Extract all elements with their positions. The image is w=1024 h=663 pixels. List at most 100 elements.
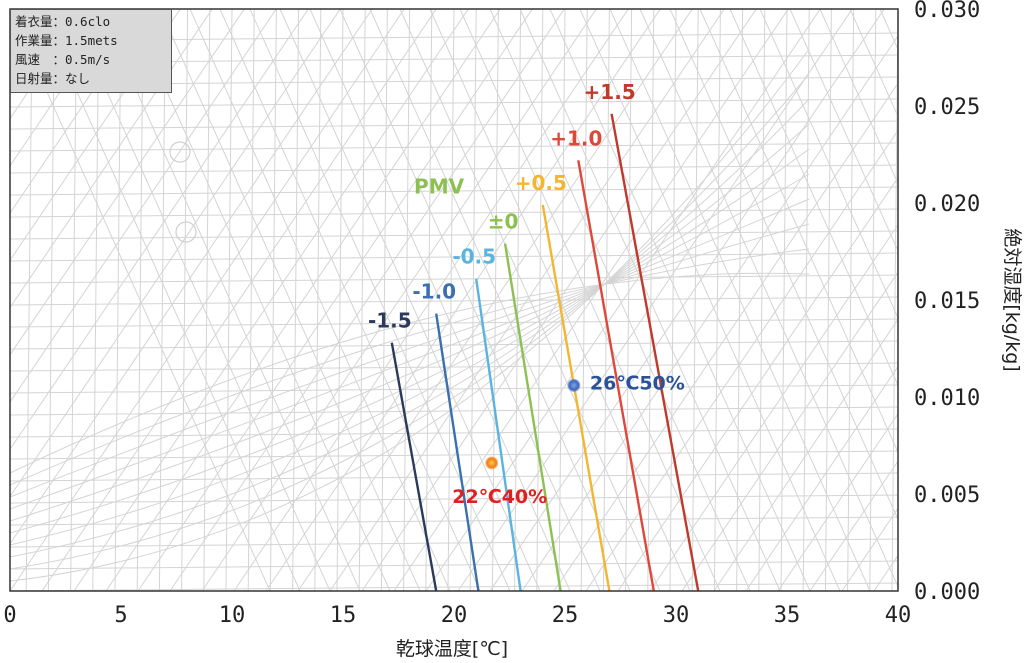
bg-enthalpy-line bbox=[99, 9, 361, 591]
x-tick-label: 25 bbox=[552, 603, 579, 628]
bg-humidity-line bbox=[10, 296, 898, 306]
bg-vertical-line bbox=[469, 9, 477, 591]
bg-enthalpy-line bbox=[729, 9, 898, 387]
y-tick-label: 0.030 bbox=[914, 0, 980, 23]
bg-vertical-line bbox=[691, 9, 699, 591]
bg-rh-curve bbox=[10, 272, 810, 474]
bg-wetbulb-line bbox=[713, 318, 898, 591]
bg-enthalpy-line bbox=[39, 9, 301, 591]
bg-rh-curve bbox=[10, 173, 810, 522]
y-tick-label: 0.005 bbox=[914, 483, 980, 508]
bg-humidity-line bbox=[10, 340, 898, 350]
marker-point bbox=[567, 378, 581, 392]
y-tick-label: 0.020 bbox=[914, 192, 980, 217]
bg-vertical-line bbox=[358, 9, 366, 591]
y-tick-label: 0.010 bbox=[914, 386, 980, 411]
bg-enthalpy-line bbox=[489, 9, 751, 591]
y-tick-labels: 0.000 0.005 0.010 0.015 0.020 0.025 0.030 bbox=[914, 0, 980, 605]
bg-humidity-line bbox=[10, 560, 898, 570]
bg-vertical-line bbox=[336, 9, 344, 591]
bg-vertical-line bbox=[625, 9, 633, 591]
x-tick-label: 10 bbox=[219, 603, 246, 628]
bg-enthalpy-line bbox=[279, 9, 541, 591]
bg-enthalpy-line bbox=[159, 9, 421, 591]
bg-wetbulb-line bbox=[425, 9, 821, 591]
bg-enthalpy-line bbox=[369, 9, 631, 591]
bg-humidity-line bbox=[10, 472, 898, 482]
bg-humidity-line bbox=[10, 98, 898, 108]
bg-enthalpy-line bbox=[249, 9, 511, 591]
y-axis-title: 絶対湿度[kg/kg] bbox=[1001, 228, 1023, 371]
pmv-line-label: +0.5 bbox=[515, 171, 567, 195]
x-tick-label: 20 bbox=[441, 603, 468, 628]
bg-vertical-line bbox=[447, 9, 455, 591]
bg-wetbulb-line bbox=[809, 460, 898, 591]
bg-vertical-line bbox=[314, 9, 322, 591]
bg-humidity-line bbox=[10, 384, 898, 394]
bg-wetbulb-line bbox=[617, 176, 898, 591]
bg-vertical-line bbox=[380, 9, 388, 591]
bg-vertical-line bbox=[891, 9, 898, 591]
bg-vertical-line bbox=[669, 9, 677, 591]
bg-rh-curve bbox=[10, 248, 810, 486]
bg-vertical-line bbox=[802, 9, 810, 591]
x-axis-title: 乾球温度[℃] bbox=[396, 638, 508, 660]
bg-enthalpy-line bbox=[669, 9, 898, 521]
plot-frame bbox=[9, 8, 899, 592]
pmv-line-+1.0 bbox=[577, 160, 655, 591]
marker-point bbox=[485, 456, 499, 470]
bg-vertical-line bbox=[425, 9, 433, 591]
bg-wetbulb-line bbox=[329, 9, 725, 591]
air-speed-text: 風速 ：0.5m/s bbox=[15, 52, 111, 67]
pmv-line-label: -1.0 bbox=[412, 280, 456, 304]
x-tick-label: 30 bbox=[663, 603, 690, 628]
bg-enthalpy-line bbox=[399, 9, 661, 591]
bg-vertical-line bbox=[269, 9, 277, 591]
bg-enthalpy-line bbox=[69, 9, 331, 591]
pmv-line-label: -1.5 bbox=[368, 309, 412, 333]
bg-enthalpy-line bbox=[639, 9, 898, 588]
bg-vertical-line bbox=[847, 9, 855, 591]
bg-enthalpy-line bbox=[789, 9, 898, 252]
bg-enthalpy-line bbox=[339, 9, 601, 591]
bg-vertical-line bbox=[181, 9, 189, 591]
bg-wetbulb-line bbox=[553, 82, 898, 591]
bg-protractor-mark bbox=[169, 141, 191, 163]
series-labels: -1.5-1.0 -0.5 ±0 +0.5 +1.0 +1.5 PMV bbox=[368, 80, 636, 333]
bg-wetbulb-line bbox=[10, 9, 277, 403]
bg-wetbulb-line bbox=[233, 9, 629, 591]
x-tick-label: 0 bbox=[3, 603, 16, 628]
pmv-title: PMV bbox=[414, 175, 465, 199]
bg-wetbulb-line bbox=[10, 9, 341, 498]
pmv-line-label: +1.5 bbox=[584, 80, 636, 104]
x-tick-label: 35 bbox=[774, 603, 801, 628]
pmv-line-label: ±0 bbox=[488, 210, 519, 234]
bg-rh-curve bbox=[10, 73, 810, 570]
pmv-line--1.5 bbox=[390, 342, 438, 591]
bg-rh-curve bbox=[10, 198, 810, 510]
metabolic-text: 作業量：1.5mets bbox=[15, 33, 118, 48]
y-tick-label: 0.015 bbox=[914, 289, 980, 314]
conditions-box: 着衣量：0.6clo 作業量：1.5mets 風速 ：0.5m/s 日射量：なし bbox=[10, 9, 172, 93]
bg-wetbulb-line bbox=[681, 271, 898, 591]
clothing-text: 着衣量：0.6clo bbox=[15, 14, 111, 29]
bg-humidity-line bbox=[10, 164, 898, 174]
bg-wetbulb-line bbox=[10, 9, 405, 591]
bg-enthalpy-line bbox=[10, 9, 271, 591]
bg-enthalpy-line bbox=[549, 9, 811, 591]
marker-label: 22℃40% bbox=[452, 486, 547, 508]
bg-wetbulb-line bbox=[201, 9, 597, 591]
bg-enthalpy-line bbox=[849, 9, 898, 118]
bg-humidity-line bbox=[10, 494, 898, 504]
bg-enthalpy-line bbox=[189, 9, 451, 591]
bg-vertical-line bbox=[758, 9, 766, 591]
bg-rh-curve bbox=[10, 98, 810, 558]
x-tick-labels: 0 5 10 15 20 25 30 35 40 bbox=[3, 603, 911, 628]
bg-vertical-line bbox=[25, 9, 33, 591]
bg-humidity-line bbox=[10, 208, 898, 218]
pmv-line--0.5 bbox=[475, 278, 522, 591]
bg-enthalpy-line bbox=[219, 9, 481, 591]
bg-wetbulb-line bbox=[105, 9, 501, 591]
bg-rh-curve bbox=[10, 48, 810, 582]
